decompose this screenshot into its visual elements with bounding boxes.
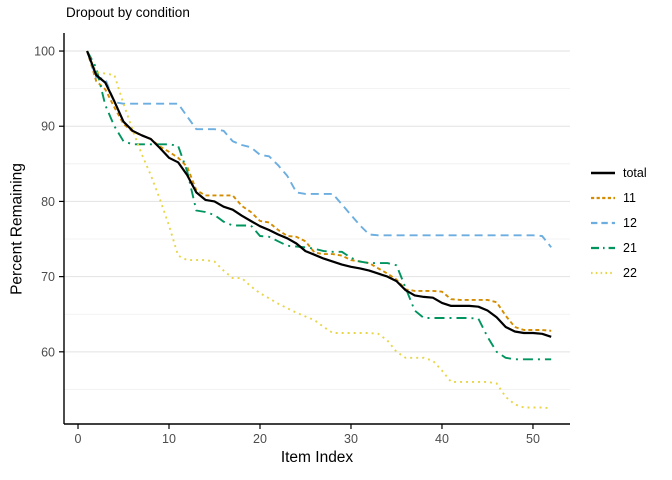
legend-label-21: 21 <box>623 240 637 255</box>
x-tick-label: 20 <box>253 432 267 446</box>
legend-item-11: 11 <box>590 185 647 210</box>
legend-label-total: total <box>623 165 647 180</box>
legend-label-22: 22 <box>623 265 637 280</box>
legend: total 11 12 21 22 <box>590 160 647 285</box>
y-tick-label: 80 <box>41 195 55 209</box>
y-tick-label: 90 <box>41 120 55 134</box>
x-axis-title: Item Index <box>280 449 354 466</box>
series-line-11 <box>86 50 552 332</box>
x-tick-label: 50 <box>526 432 540 446</box>
series-line-total <box>86 50 552 338</box>
legend-item-22: 22 <box>590 260 647 285</box>
series-line-21 <box>86 50 552 361</box>
legend-key-line-21 <box>591 246 615 249</box>
y-axis-title: Percent Remaining <box>8 163 26 295</box>
legend-key-line-22 <box>591 271 615 274</box>
legend-label-12: 12 <box>623 215 637 230</box>
series-line-22 <box>86 50 552 410</box>
series-line-12 <box>86 50 552 248</box>
legend-item-21: 21 <box>590 235 647 260</box>
y-tick-label: 70 <box>41 270 55 284</box>
legend-key-line-12 <box>591 221 615 224</box>
chart-title: Dropout by condition <box>66 5 190 20</box>
legend-label-11: 11 <box>623 190 636 205</box>
legend-item-total: total <box>590 160 647 185</box>
legend-key-line-11 <box>591 196 615 199</box>
legend-key-line-total <box>591 171 615 174</box>
x-tick-label: 0 <box>75 432 82 446</box>
y-tick-label: 100 <box>34 45 55 59</box>
x-tick-label: 30 <box>344 432 358 446</box>
y-tick-label: 60 <box>41 345 55 359</box>
legend-item-12: 12 <box>590 210 647 235</box>
x-tick-label: 40 <box>435 432 449 446</box>
x-tick-label: 10 <box>162 432 176 446</box>
